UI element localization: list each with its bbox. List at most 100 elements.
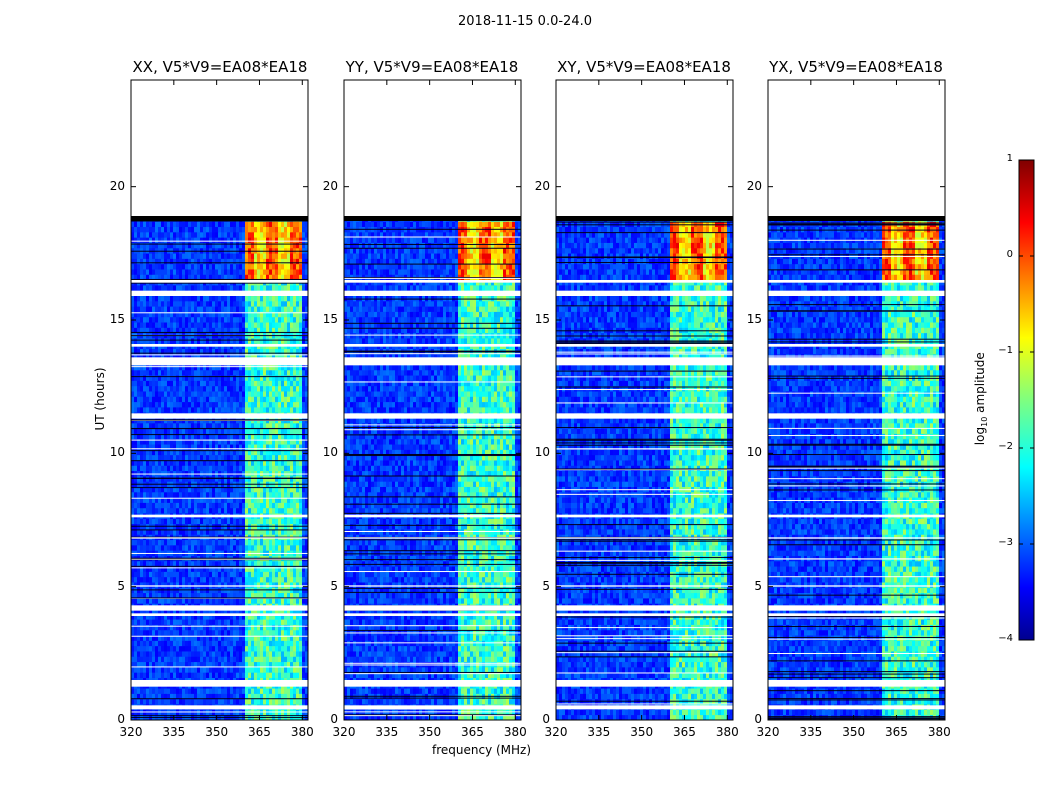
heatmap-cell [161,486,165,493]
heatmap-cell [146,269,150,275]
heatmap-cell [269,539,273,546]
heatmap-cell [203,645,207,652]
heatmap-cell [293,338,297,344]
heatmap-cell [299,385,303,392]
heatmap-cell [221,353,225,360]
heatmap-cell [155,406,159,413]
heatmap-cell [254,422,258,429]
heatmap-cell [227,698,231,705]
heatmap-cell [188,613,192,620]
heatmap-cell [194,406,198,413]
heatmap-cell [131,688,135,694]
heatmap-cell [251,597,255,604]
heatmap-cell [263,539,267,546]
heatmap-cell [188,353,192,360]
heatmap-cell [194,566,198,572]
heatmap-cell [215,465,219,472]
heatmap-cell [305,433,309,440]
heatmap-cell [230,688,234,694]
heatmap-cell [218,364,222,371]
heatmap-cell [176,491,180,498]
heatmap-cell [299,470,303,477]
heatmap-cell [149,592,153,599]
heatmap-cell [188,544,192,551]
heatmap-cell [194,571,198,578]
heatmap-cell [272,624,276,631]
heatmap-cell [140,338,144,344]
heatmap-cell [131,560,135,567]
heatmap-cell [266,582,270,588]
heatmap-cell [173,592,177,599]
heatmap-cell [266,597,270,604]
heatmap-cell [278,401,282,408]
heatmap-cell [209,316,213,323]
heatmap-cell [305,391,309,397]
heatmap-cell [155,661,159,668]
heatmap-cell [203,661,207,668]
heatmap-cell [185,465,189,472]
heatmap-cell [146,327,150,334]
heatmap-cell [176,571,180,578]
heatmap-cell [293,635,297,641]
heatmap-cell [263,422,267,429]
heatmap-cell [191,460,195,466]
heatmap-cell [284,454,288,461]
heatmap-cell [149,619,153,625]
heatmap-cell [278,460,282,466]
heatmap-cell [284,460,288,466]
heatmap-cell [281,571,285,578]
heatmap-cell [218,539,222,546]
heatmap-cell [152,640,156,647]
heatmap-cell [227,401,231,408]
heatmap-cell [245,327,249,334]
heatmap-cell [257,640,261,647]
heatmap-cell [173,539,177,546]
heatmap-cell [251,651,255,657]
heatmap-cell [188,391,192,397]
heatmap-cell [167,338,171,344]
heatmap-cell [191,688,195,694]
heatmap-cell [257,338,261,344]
heatmap-cell [227,316,231,323]
heatmap-cell [131,651,135,657]
heatmap-cell [275,518,279,525]
heatmap-cell [230,470,234,477]
heatmap-cell [200,619,204,625]
heatmap-cell [182,391,186,397]
heatmap-cell [254,619,258,625]
heatmap-cell [215,316,219,323]
heatmap-cell [206,497,210,503]
heatmap-cell [200,375,204,381]
heatmap-cell [194,544,198,551]
heatmap-cell [302,502,306,509]
heatmap-cell [296,608,300,615]
heatmap-cell [215,428,219,434]
heatmap-cell [188,300,192,307]
heatmap-cell [215,566,219,572]
heatmap-cell [269,661,273,668]
heatmap-cell [302,353,306,360]
heatmap-cell [287,375,291,381]
heatmap-cell [143,306,147,312]
heatmap-cell [290,300,294,307]
heatmap-cell [191,571,195,578]
heatmap-cell [275,645,279,652]
heatmap-cell [290,518,294,525]
heatmap-cell [263,327,267,334]
heatmap-cell [188,486,192,493]
heatmap-cell [260,497,264,503]
heatmap-cell [257,300,261,307]
heatmap-cell [236,576,240,583]
heatmap-cell [182,518,186,525]
heatmap-cell [302,582,306,588]
heatmap-cell [290,428,294,434]
heatmap-cell [239,465,243,472]
heatmap-cell [266,311,270,318]
heatmap-cell [176,369,180,376]
heatmap-cell [209,438,213,445]
heatmap-cell [272,433,276,440]
heatmap-cell [212,311,216,318]
heatmap-cell [197,306,201,312]
heatmap-cell [221,306,225,312]
heatmap-cell [266,433,270,440]
